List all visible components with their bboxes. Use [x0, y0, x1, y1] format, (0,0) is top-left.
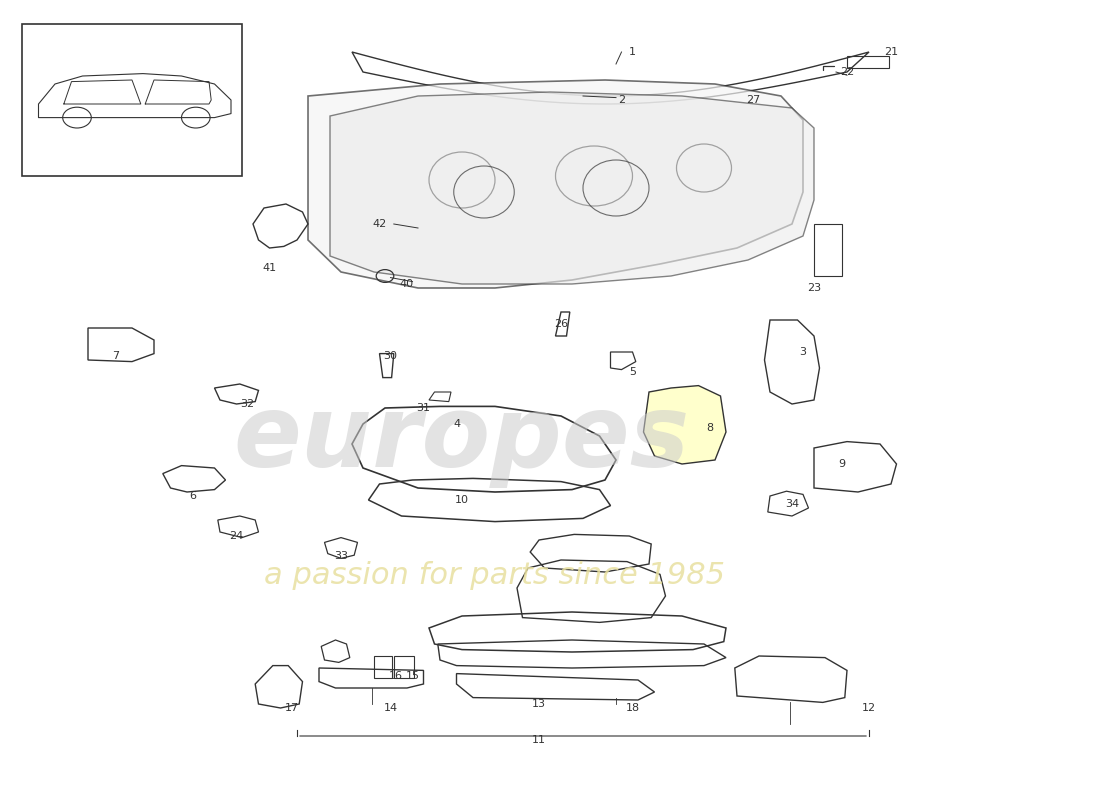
- Polygon shape: [308, 80, 803, 288]
- Text: 14: 14: [384, 703, 397, 713]
- Text: 33: 33: [334, 551, 348, 561]
- Text: 21: 21: [884, 47, 898, 57]
- Text: 6: 6: [189, 491, 196, 501]
- Text: 8: 8: [706, 423, 713, 433]
- Polygon shape: [644, 386, 726, 464]
- Polygon shape: [330, 92, 814, 284]
- Text: 5: 5: [629, 367, 636, 377]
- Text: 32: 32: [241, 399, 254, 409]
- Text: 31: 31: [417, 403, 430, 413]
- Text: 26: 26: [554, 319, 568, 329]
- Text: 23: 23: [807, 283, 821, 293]
- FancyBboxPatch shape: [22, 24, 242, 176]
- Text: 4: 4: [453, 419, 460, 429]
- Bar: [374, 656, 392, 678]
- Text: 41: 41: [263, 263, 276, 273]
- Text: 15: 15: [406, 671, 419, 681]
- Text: 22: 22: [840, 67, 854, 77]
- Text: a passion for parts since 1985: a passion for parts since 1985: [264, 562, 726, 590]
- Text: 10: 10: [455, 495, 469, 505]
- Text: 16: 16: [389, 671, 403, 681]
- Text: 7: 7: [112, 351, 119, 361]
- Text: 12: 12: [862, 703, 876, 713]
- Text: 13: 13: [532, 699, 546, 709]
- Text: 30: 30: [384, 351, 397, 361]
- Text: 24: 24: [230, 531, 243, 541]
- Text: 18: 18: [626, 703, 639, 713]
- Bar: [847, 56, 889, 68]
- Text: 27: 27: [747, 95, 760, 105]
- Text: 40: 40: [400, 279, 414, 289]
- Text: 2: 2: [618, 95, 625, 105]
- Text: 42: 42: [373, 219, 386, 229]
- Text: 17: 17: [285, 703, 298, 713]
- Text: 34: 34: [785, 499, 799, 509]
- Text: 1: 1: [629, 47, 636, 57]
- Text: 9: 9: [838, 459, 845, 469]
- Text: europes: europes: [234, 391, 690, 489]
- Bar: [814, 224, 842, 276]
- Text: 3: 3: [800, 347, 806, 357]
- Text: 11: 11: [532, 735, 546, 745]
- Bar: [394, 656, 414, 678]
